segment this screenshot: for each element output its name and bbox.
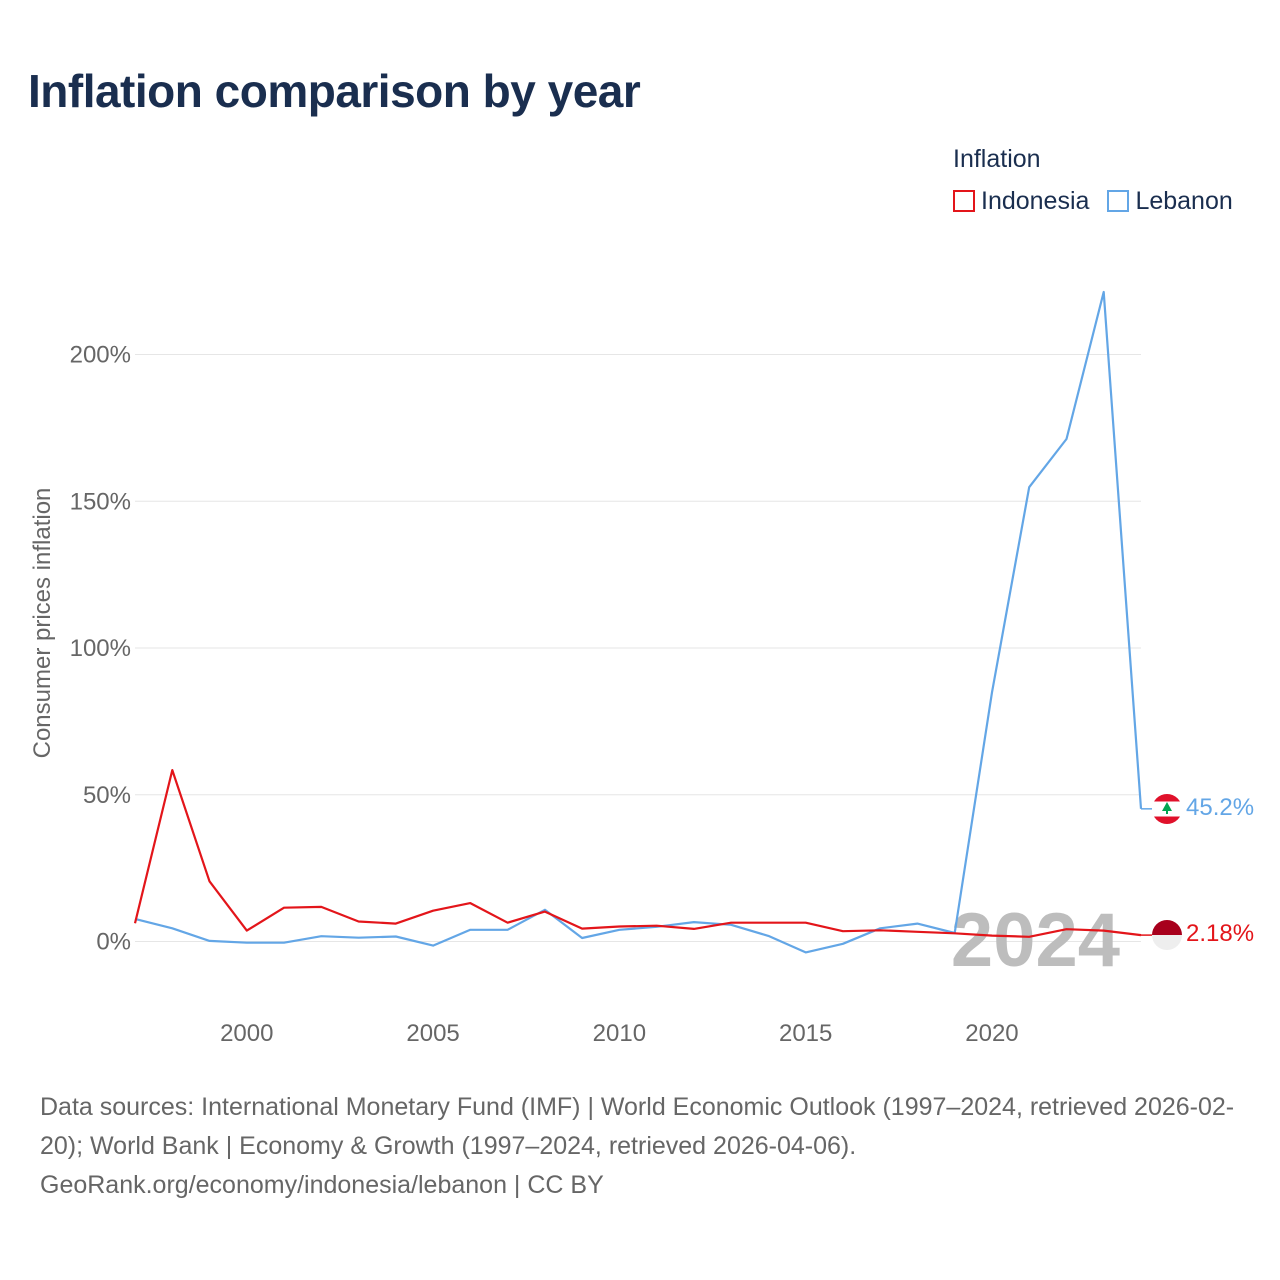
lebanon-flag-icon (1152, 794, 1182, 824)
legend-item-lebanon[interactable]: Lebanon (1107, 186, 1233, 216)
y-tick-label: 150% (70, 488, 131, 515)
legend-swatch-lebanon (1107, 190, 1130, 212)
grid-layer (135, 354, 1141, 942)
year-watermark: 2024 (951, 898, 1120, 983)
y-tick-label: 0% (96, 929, 131, 956)
x-tick-label: 2005 (406, 1020, 459, 1047)
indonesia-flag-icon (1152, 920, 1182, 950)
x-axis-ticks: 2000 2005 2010 2015 2020 (220, 1020, 1019, 1047)
page-title: Inflation comparison by year (28, 65, 641, 117)
y-tick-label: 100% (70, 635, 131, 662)
legend-label-indonesia: Indonesia (981, 187, 1090, 215)
y-tick-label: 200% (70, 342, 131, 369)
y-axis-ticks: 0% 50% 100% 150% 200% (70, 342, 131, 956)
x-tick-label: 2020 (965, 1020, 1018, 1047)
y-tick-label: 50% (83, 782, 131, 809)
end-label-indonesia: 2.18% (1186, 920, 1254, 947)
legend-label-lebanon: Lebanon (1135, 187, 1233, 215)
end-label-lebanon: 45.2% (1186, 794, 1254, 821)
series-line-indonesia[interactable] (133, 768, 1142, 938)
source-link[interactable]: GeoRank.org/economy/indonesia/lebanon | … (40, 1171, 604, 1199)
y-axis-label: Consumer prices inflation (29, 488, 56, 759)
legend-swatch-indonesia (953, 190, 975, 212)
data-sources: Data sources: International Monetary Fun… (40, 1093, 1235, 1160)
footer: Data sources: International Monetary Fun… (40, 1088, 1250, 1205)
series-line-lebanon[interactable] (134, 290, 1143, 954)
series-layer (133, 290, 1152, 954)
x-tick-label: 2000 (220, 1020, 273, 1047)
x-tick-label: 2010 (593, 1020, 646, 1047)
legend: Inflation Indonesia Lebanon (953, 144, 1233, 216)
x-tick-label: 2015 (779, 1020, 832, 1047)
legend-title: Inflation (953, 145, 1041, 173)
end-markers: 45.2% 2.18% (1152, 794, 1254, 950)
legend-item-indonesia[interactable]: Indonesia (953, 186, 1089, 216)
